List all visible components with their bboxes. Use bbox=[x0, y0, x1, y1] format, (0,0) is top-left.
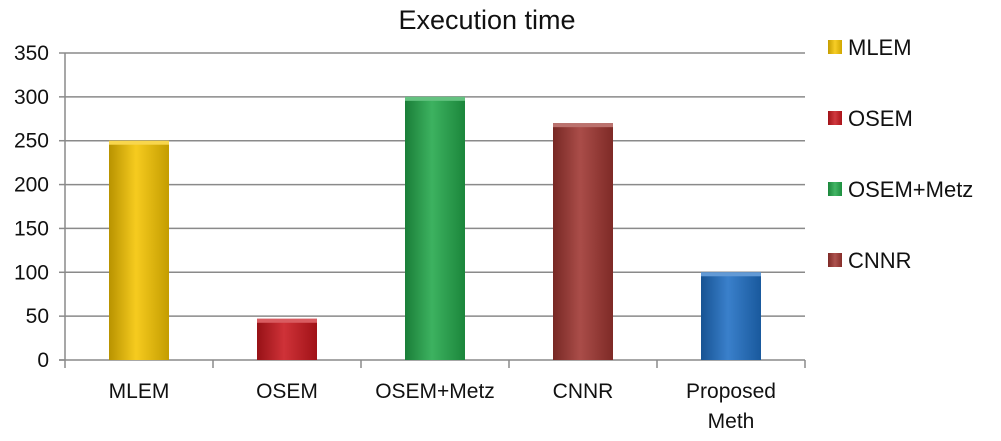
y-tick-label: 300 bbox=[14, 86, 49, 109]
legend-label: CNNR bbox=[848, 248, 912, 273]
y-tick-label: 0 bbox=[37, 349, 49, 372]
bar-3 bbox=[405, 96, 465, 360]
bar bbox=[701, 272, 761, 360]
bar-top bbox=[109, 140, 169, 145]
x-tick-label: MLEM bbox=[109, 380, 170, 403]
legend: MLEM OSEM OSEM+Metz CNNR bbox=[828, 35, 973, 273]
y-tick-label: 250 bbox=[14, 130, 49, 153]
y-tick-label: 100 bbox=[14, 261, 49, 284]
y-tick-label: 150 bbox=[14, 217, 49, 240]
chart-title: Execution time bbox=[398, 5, 575, 35]
bar bbox=[109, 140, 169, 360]
bars bbox=[109, 96, 761, 361]
legend-swatch bbox=[828, 111, 842, 125]
legend-label: OSEM+Metz bbox=[848, 177, 973, 202]
legend-label: MLEM bbox=[848, 35, 912, 60]
bar-1 bbox=[109, 140, 169, 360]
bar bbox=[553, 123, 613, 361]
legend-swatch bbox=[828, 182, 842, 196]
bar-top bbox=[257, 318, 317, 323]
x-tick-label: CNNR bbox=[553, 380, 614, 403]
legend-swatch bbox=[828, 253, 842, 267]
legend-item: CNNR bbox=[828, 248, 912, 273]
y-tick-label: 200 bbox=[14, 174, 49, 197]
x-tick-label: OSEM bbox=[256, 380, 318, 403]
legend-item: OSEM+Metz bbox=[828, 177, 973, 202]
legend-label: OSEM bbox=[848, 106, 913, 131]
y-tick-label: 350 bbox=[14, 42, 49, 65]
bar-2 bbox=[257, 318, 317, 360]
bar-top bbox=[553, 123, 613, 128]
legend-swatch bbox=[828, 40, 842, 54]
x-tick-labels: MLEM OSEM OSEM+Metz CNNR Proposed Meth bbox=[109, 380, 776, 433]
bar-5 bbox=[701, 272, 761, 360]
legend-item: MLEM bbox=[828, 35, 912, 60]
x-tick-label: Proposed Meth bbox=[686, 380, 776, 433]
bar-top bbox=[701, 272, 761, 277]
y-tick-label: 50 bbox=[26, 305, 49, 328]
bar-4 bbox=[553, 123, 613, 361]
y-tick-labels: 0 50 100 150 200 250 300 350 bbox=[14, 42, 49, 372]
legend-item: OSEM bbox=[828, 106, 913, 131]
bar bbox=[257, 318, 317, 360]
bar-top bbox=[405, 96, 465, 101]
x-tick-label: OSEM+Metz bbox=[375, 380, 495, 403]
bar bbox=[405, 96, 465, 360]
